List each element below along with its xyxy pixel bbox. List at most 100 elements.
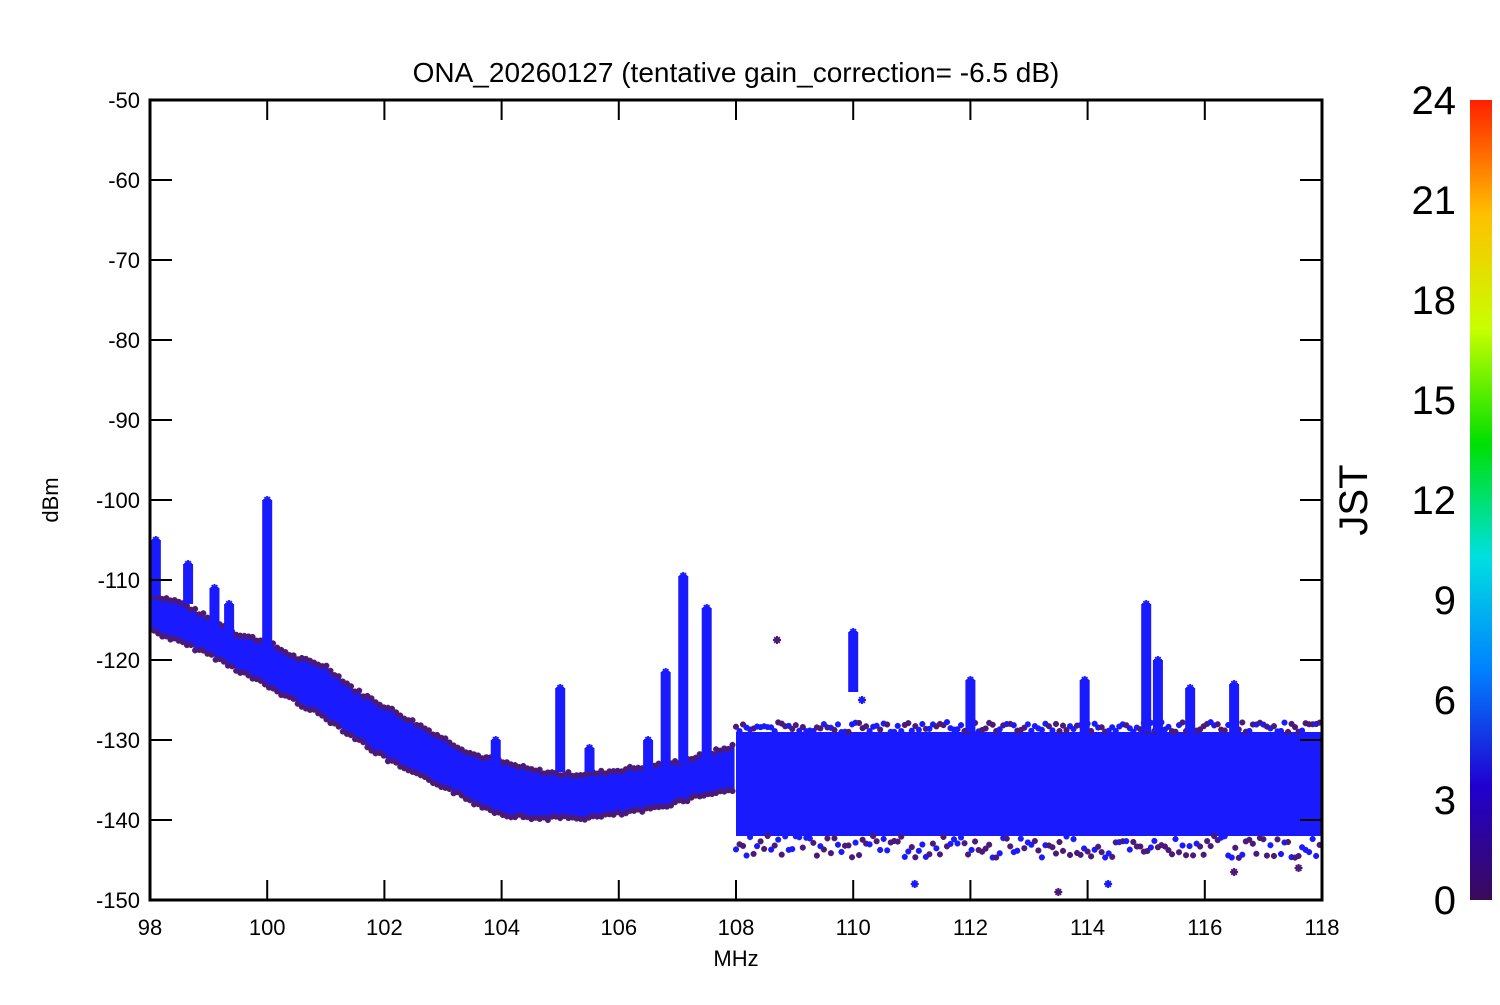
- noise-lower-edge-point: [651, 804, 658, 811]
- noise-high-upper-point: [1024, 721, 1031, 728]
- noise-high-lower-point: [1263, 852, 1270, 859]
- noise-high-lower-point: [1081, 845, 1088, 852]
- noise-lower-edge-point: [323, 716, 330, 723]
- noise-high-lower-point: [1112, 839, 1119, 846]
- noise-high-upper-point: [796, 727, 803, 734]
- noise-high-lower-point: [1028, 841, 1035, 848]
- noise-high-lower-point: [1126, 846, 1133, 853]
- noise-upper-edge-point: [565, 769, 572, 776]
- noise-lower-edge-point: [516, 811, 523, 818]
- noise-high-upper-point: [1207, 719, 1214, 726]
- noise-high-upper-point: [1267, 725, 1274, 732]
- noise-lower-edge-point: [159, 633, 166, 640]
- noise-high-upper-point: [827, 724, 834, 731]
- noise-high-lower-point: [1197, 843, 1204, 850]
- noise-upper-edge-point: [220, 623, 227, 630]
- noise-lower-edge-point: [212, 656, 219, 663]
- noise-high-lower-point: [841, 842, 848, 849]
- noise-lower-edge-point: [151, 627, 158, 634]
- noise-upper-edge-point: [237, 632, 244, 639]
- noise-high-lower-point: [1277, 851, 1284, 858]
- noise-upper-edge-point: [729, 741, 736, 748]
- noise-high-lower-point: [1246, 836, 1253, 843]
- noise-high-upper-point: [1119, 721, 1126, 728]
- noise-high-upper-point: [1218, 726, 1225, 733]
- noise-upper-edge-point: [717, 747, 724, 754]
- noise-upper-edge-point: [286, 652, 293, 659]
- noise-high-upper-point: [887, 728, 894, 735]
- noise-lower-edge-point: [557, 815, 564, 822]
- noise-high-lower-point: [1186, 843, 1193, 850]
- noise-high-lower-point: [961, 840, 968, 847]
- noise-high-lower-point: [926, 851, 933, 858]
- x-tick-label: 104: [483, 915, 520, 940]
- noise-high-lower-point: [747, 834, 754, 841]
- noise-high-lower-point: [1193, 840, 1200, 847]
- noise-upper-edge-point: [708, 750, 715, 757]
- noise-upper-edge-point: [430, 731, 437, 738]
- noise-high-upper-point: [1049, 727, 1056, 734]
- noise-lower-edge-point: [495, 809, 502, 816]
- noise-high-upper-point: [834, 721, 841, 728]
- noise-lower-edge-point: [614, 809, 621, 816]
- noise-high-lower-point: [954, 840, 961, 847]
- noise-lower-edge-point: [413, 770, 420, 777]
- noise-high-lower-point: [1031, 838, 1038, 845]
- noise-high-upper-point: [1010, 722, 1017, 729]
- peak-top-point: [263, 496, 272, 504]
- noise-lower-edge-point: [450, 790, 457, 797]
- noise-high-lower-point: [761, 845, 768, 852]
- noise-upper-edge-point: [188, 606, 195, 613]
- noise-high-lower-point: [792, 833, 799, 840]
- noise-high-upper-point: [1246, 727, 1253, 734]
- noise-upper-edge-point: [257, 637, 264, 644]
- noise-lower-edge-point: [216, 656, 223, 663]
- noise-lower-edge-point: [352, 736, 359, 743]
- noise-high-upper-point: [1161, 726, 1168, 733]
- peak-top-point: [1080, 676, 1089, 684]
- noise-high-lower-point: [1306, 849, 1313, 856]
- y-tick-label: -120: [96, 648, 140, 673]
- noise-lower-edge-point: [188, 642, 195, 648]
- peak-top-point: [1153, 656, 1162, 664]
- noise-upper-edge-point: [417, 722, 424, 729]
- noise-high-lower-point: [982, 845, 989, 852]
- noise-high-upper-point: [870, 723, 877, 730]
- noise-high-upper-point: [866, 728, 873, 735]
- noise-high-lower-point: [1218, 834, 1225, 841]
- noise-high-lower-point: [820, 846, 827, 853]
- noise-upper-edge-point: [438, 734, 445, 741]
- noise-high-upper-point: [1133, 724, 1140, 731]
- noise-high-lower-point: [922, 853, 929, 860]
- noise-high-upper-point: [1003, 721, 1010, 728]
- noise-upper-edge-point: [335, 673, 342, 680]
- noise-lower-edge-point: [274, 688, 281, 695]
- noise-high-upper-point: [961, 728, 968, 735]
- noise-lower-edge-point: [544, 816, 551, 823]
- noise-high-upper-point: [1277, 727, 1284, 734]
- x-tick-label: 106: [600, 915, 637, 940]
- noise-high-upper-point: [1007, 720, 1014, 727]
- noise-high-lower-point: [1211, 833, 1218, 840]
- noise-high-upper-point: [940, 722, 947, 729]
- peak-bar: [1229, 684, 1240, 732]
- noise-lower-edge-point: [561, 813, 568, 820]
- x-tick-label: 100: [249, 915, 286, 940]
- noise-lower-edge-point: [265, 684, 272, 691]
- noise-high-upper-point: [1309, 721, 1316, 728]
- noise-high-lower-point: [1010, 849, 1017, 856]
- noise-high-upper-point: [863, 723, 870, 730]
- noise-upper-edge-point: [466, 749, 473, 756]
- noise-high-lower-point: [1158, 842, 1165, 849]
- noise-upper-edge-point: [380, 704, 387, 711]
- noise-high-lower-point: [1285, 839, 1292, 846]
- noise-high-upper-point: [775, 719, 782, 726]
- noise-lower-edge-point: [631, 807, 638, 814]
- noise-high-lower-point: [1095, 843, 1102, 850]
- noise-high-upper-point: [873, 722, 880, 729]
- outlier-point: [773, 636, 782, 644]
- peak-bar: [209, 588, 220, 628]
- noise-lower-edge-point: [343, 730, 350, 737]
- noise-lower-edge-point: [302, 705, 309, 712]
- y-tick-label: -110: [98, 568, 140, 593]
